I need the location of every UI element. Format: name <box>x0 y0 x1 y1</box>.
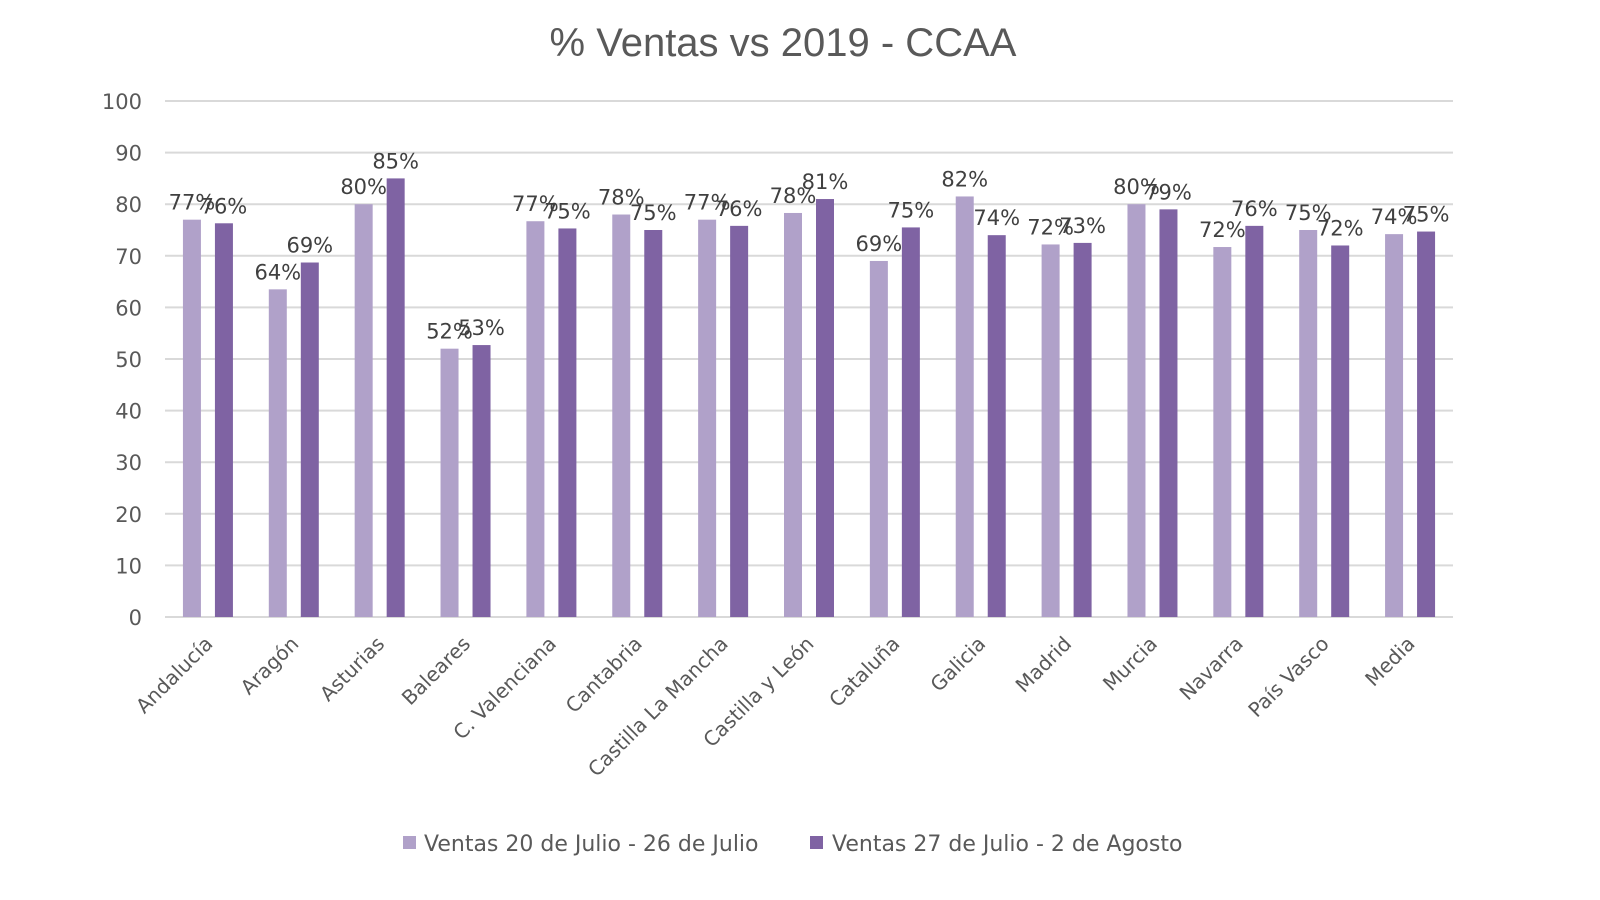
bar-1 <box>1299 230 1318 617</box>
bar-1 <box>869 260 888 617</box>
data-label: 73% <box>1059 214 1106 238</box>
data-label: 77% <box>169 191 216 215</box>
data-label: 75% <box>630 201 677 225</box>
data-label: 72% <box>1317 216 1364 240</box>
data-label: 53% <box>458 316 505 340</box>
data-label: 77% <box>684 191 731 215</box>
data-label: 80% <box>1113 175 1160 199</box>
bar-2 <box>987 235 1006 617</box>
data-label: 75% <box>544 199 591 223</box>
data-label: 76% <box>201 194 248 218</box>
data-label: 72% <box>1027 215 1074 239</box>
data-label: 76% <box>1231 197 1278 221</box>
x-tick-label: Andalucía <box>131 632 218 719</box>
data-label: 81% <box>802 170 849 194</box>
bar-2 <box>472 345 491 617</box>
x-tick-label: Aragón <box>236 632 304 700</box>
bar-1 <box>1385 234 1404 618</box>
bar-2 <box>214 223 233 618</box>
y-tick-label: 0 <box>129 606 142 630</box>
bar-2 <box>1073 242 1092 617</box>
data-label: 75% <box>1285 201 1332 225</box>
data-label: 69% <box>856 232 903 256</box>
bar-1 <box>526 221 545 617</box>
bars <box>182 178 1436 618</box>
bar-2 <box>1331 245 1350 618</box>
data-label: 78% <box>598 186 645 210</box>
bar-1 <box>440 348 459 617</box>
y-tick-label: 20 <box>115 503 142 527</box>
data-label: 64% <box>254 260 301 284</box>
data-label: 52% <box>426 320 473 344</box>
legend-label-series-1: Ventas 20 de Julio - 26 de Julio <box>424 832 759 857</box>
data-label: 72% <box>1199 218 1246 242</box>
gridlines <box>165 100 1453 618</box>
y-axis-ticks: 0 10 20 30 40 50 60 70 80 90 100 <box>102 90 142 630</box>
data-label: 79% <box>1145 180 1192 204</box>
data-label: 77% <box>512 192 559 216</box>
y-tick-label: 30 <box>115 451 142 475</box>
x-tick-label: Murcia <box>1098 632 1162 696</box>
data-label: 80% <box>340 175 387 199</box>
y-tick-label: 90 <box>115 142 142 166</box>
data-labels: 77%76%64%69%80%85%52%53%77%75%78%75% 77%7… <box>169 149 1450 343</box>
x-tick-label: Galicia <box>925 632 990 697</box>
data-label: 85% <box>372 149 419 173</box>
bar-2 <box>816 199 834 618</box>
chart-title: % Ventas vs 2019 - CCAA <box>550 21 1017 65</box>
bar-2 <box>300 262 319 617</box>
data-label: 69% <box>286 234 333 258</box>
y-tick-label: 80 <box>115 193 142 217</box>
data-label: 82% <box>941 167 988 191</box>
legend-item-series-1[interactable]: Ventas 20 de Julio - 26 de Julio <box>403 832 759 857</box>
x-tick-label: Media <box>1360 632 1419 691</box>
y-tick-label: 100 <box>102 90 142 114</box>
bar-2 <box>901 227 920 618</box>
bar-2 <box>386 178 405 617</box>
bar-1 <box>1127 204 1146 617</box>
bar-1 <box>268 289 287 617</box>
y-tick-label: 40 <box>115 400 142 424</box>
x-tick-label: Cantabria <box>561 632 647 718</box>
legend-label-series-2: Ventas 27 de Julio - 2 de Agosto <box>832 832 1182 857</box>
x-tick-label: Cataluña <box>824 632 904 712</box>
y-tick-label: 70 <box>115 245 142 269</box>
data-label: 76% <box>716 197 763 221</box>
bar-2 <box>1245 225 1264 617</box>
legend: Ventas 20 de Julio - 26 de Julio Ventas … <box>403 832 1182 857</box>
x-tick-label: Asturias <box>315 632 389 706</box>
bar-1 <box>698 219 717 617</box>
bar-1 <box>955 196 974 617</box>
x-tick-label: Castilla La Mancha <box>583 632 733 782</box>
bar-1 <box>1041 244 1060 617</box>
x-tick-label: País Vasco <box>1243 632 1333 722</box>
bar-1 <box>1213 247 1232 617</box>
x-tick-label: Navarra <box>1175 632 1248 705</box>
legend-swatch-series-1 <box>403 836 416 849</box>
legend-swatch-series-2 <box>810 836 823 849</box>
bar-2 <box>1417 231 1436 617</box>
data-label: 78% <box>770 184 817 208</box>
y-tick-label: 50 <box>115 348 142 372</box>
bar-2 <box>730 225 749 617</box>
bar-1 <box>612 214 631 617</box>
x-tick-label: Madrid <box>1011 632 1077 698</box>
legend-item-series-2[interactable]: Ventas 27 de Julio - 2 de Agosto <box>810 832 1182 857</box>
bar-1 <box>784 212 802 618</box>
data-label: 75% <box>888 198 935 222</box>
y-tick-label: 60 <box>115 296 142 320</box>
x-tick-label: Baleares <box>397 632 475 710</box>
data-label: 75% <box>1403 203 1450 227</box>
data-label: 74% <box>1371 205 1418 229</box>
bar-2 <box>644 230 663 617</box>
bar-1 <box>354 204 373 617</box>
data-label: 74% <box>973 206 1020 230</box>
y-tick-label: 10 <box>115 554 142 578</box>
bar-2 <box>558 228 577 617</box>
bar-2 <box>1159 209 1178 618</box>
bar-1 <box>182 219 201 617</box>
